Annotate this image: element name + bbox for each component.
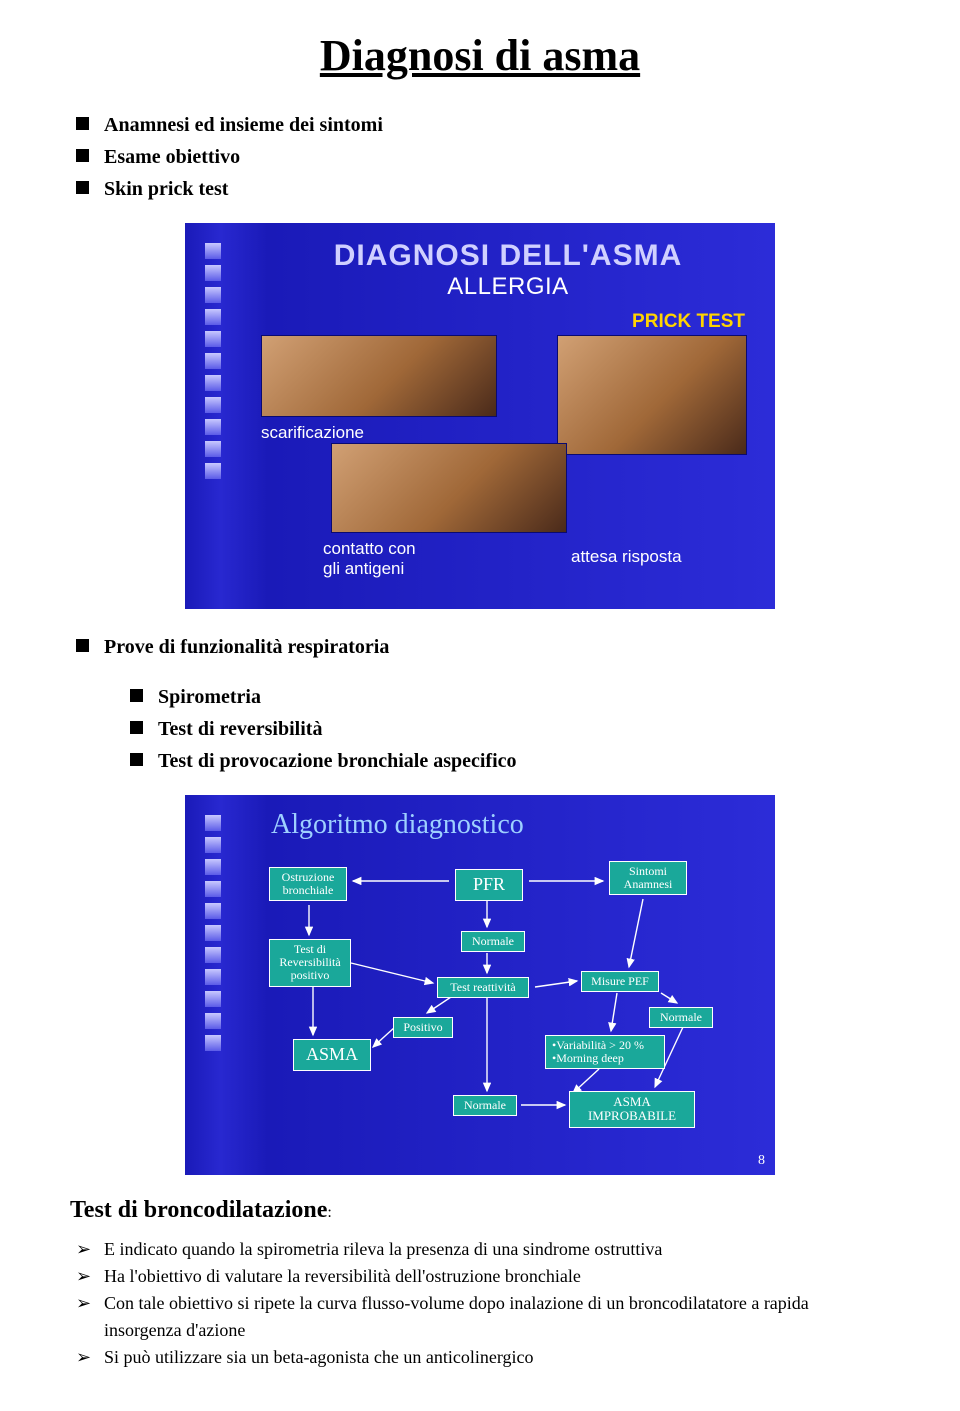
page-title: Diagnosi di asma — [70, 30, 890, 81]
flow-node-misure: Misure PEF — [581, 971, 659, 992]
photo-caption: scarificazione — [261, 423, 364, 443]
photo-placeholder — [331, 443, 567, 533]
list-item: Esame obiettivo — [76, 141, 890, 173]
slide1-subtitle: ALLERGIA — [261, 273, 755, 301]
photo-caption: attesa risposta — [571, 547, 682, 567]
intro-list: Anamnesi ed insieme dei sintomi Esame ob… — [70, 109, 890, 205]
list-item: Test di provocazione bronchiale aspecifi… — [130, 745, 890, 777]
mid-list: Prove di funzionalità respiratoria — [70, 631, 890, 663]
list-item: Si può utilizzare sia un beta-agonista c… — [76, 1344, 890, 1371]
test-heading-suffix: : — [327, 1204, 331, 1221]
flow-node-improb: ASMA IMPROBABILE — [569, 1091, 695, 1128]
slide1-title: DIAGNOSI DELL'ASMA — [261, 239, 755, 273]
list-item: Ha l'obiettivo di valutare la reversibil… — [76, 1263, 890, 1290]
flow-node-variab: •Variabilità > 20 % •Morning deep — [545, 1035, 665, 1069]
flow-node-sintomi: Sintomi Anamnesi — [609, 861, 687, 895]
photo-caption: contatto con gli antigeni — [323, 539, 416, 578]
flow-node-asma: ASMA — [293, 1039, 371, 1071]
list-item: Test di reversibilità — [130, 713, 890, 745]
flowchart-area: Ostruzione bronchiale PFR Sintomi Anamnesi… — [251, 847, 731, 1157]
slide-bullets-deco — [205, 815, 233, 1057]
mid-sublist: Spirometria Test di reversibilità Test d… — [70, 681, 890, 777]
flow-node-normale3: Normale — [453, 1095, 517, 1116]
flow-node-positivo: Positivo — [393, 1017, 453, 1038]
flow-node-normale2: Normale — [649, 1007, 713, 1028]
list-item: E indicato quando la spirometria rileva … — [76, 1236, 890, 1263]
test-heading-text: Test di broncodilatazione — [70, 1197, 327, 1223]
list-item: Prove di funzionalità respiratoria — [76, 631, 890, 663]
slide-prick-test: DIAGNOSI DELL'ASMA ALLERGIA PRICK TEST s… — [185, 223, 775, 609]
flow-node-pfr: PFR — [455, 869, 523, 901]
test-heading: Test di broncodilatazione: — [70, 1197, 890, 1224]
flow-node-testrev: Test di Reversibilità positivo — [269, 939, 351, 987]
list-item: Skin prick test — [76, 173, 890, 205]
prick-test-label: PRICK TEST — [632, 311, 745, 333]
flow-node-testreat: Test reattività — [437, 977, 529, 998]
slide1-body: PRICK TEST scarificazione contatto con gl… — [261, 311, 755, 591]
slide-bullets-deco — [205, 243, 233, 485]
slide2-title: Algoritmo diagnostico — [271, 809, 757, 841]
photo-placeholder — [261, 335, 497, 417]
list-item: Spirometria — [130, 681, 890, 713]
flow-node-normale1: Normale — [461, 931, 525, 952]
flow-node-ostruzione: Ostruzione bronchiale — [269, 867, 347, 901]
slide2-pagenum: 8 — [758, 1153, 765, 1169]
photo-placeholder — [557, 335, 747, 455]
list-item: Anamnesi ed insieme dei sintomi — [76, 109, 890, 141]
list-item: Con tale obiettivo si ripete la curva fl… — [76, 1290, 890, 1344]
slide-algoritmo: Algoritmo diagnostico Ostruzione bronchi… — [185, 795, 775, 1175]
test-points-list: E indicato quando la spirometria rileva … — [70, 1236, 890, 1371]
